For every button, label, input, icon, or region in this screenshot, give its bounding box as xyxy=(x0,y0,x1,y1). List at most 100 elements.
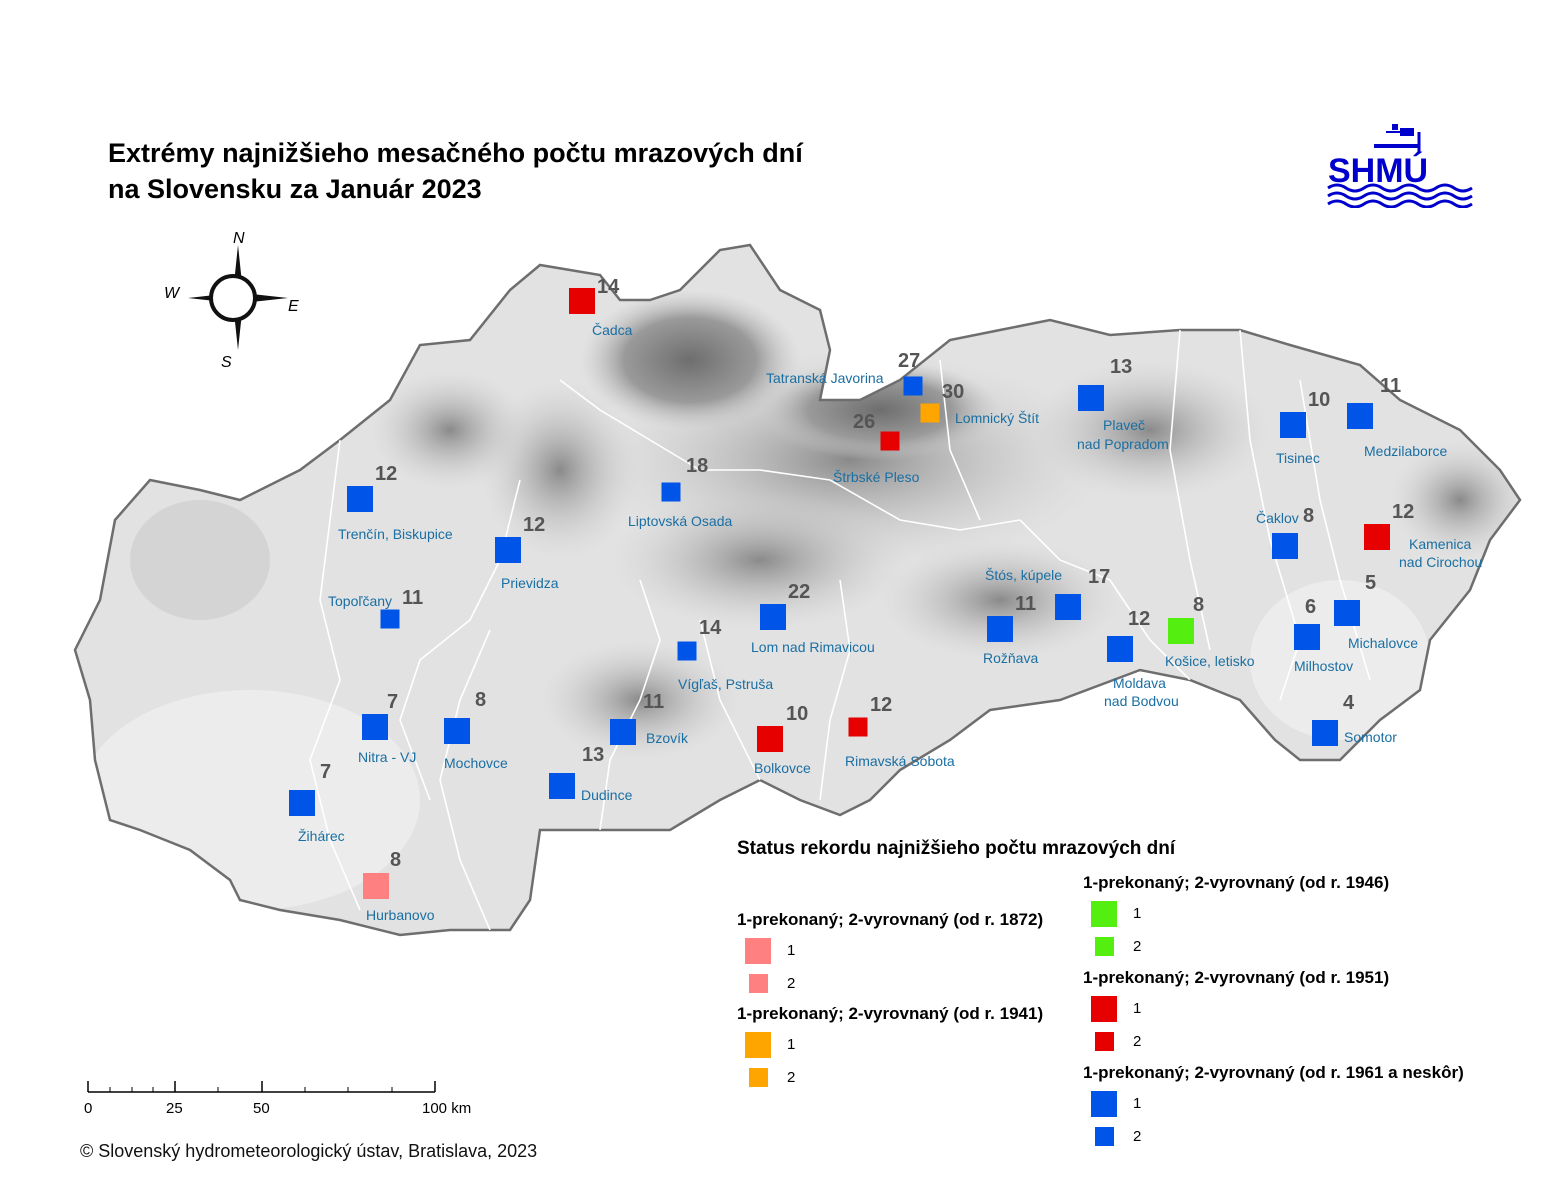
station-name-michalovce: Michalovce xyxy=(1348,635,1418,651)
legend-swatch-1951-2 xyxy=(1094,1032,1114,1051)
station-value-mochovce: 8 xyxy=(475,689,486,711)
station-marker-bolkovce xyxy=(757,726,783,752)
station-name-dudince: Dudince xyxy=(581,787,633,803)
station-marker-stos-kupele xyxy=(1055,594,1081,620)
compass-west-label: W xyxy=(164,285,181,302)
station-marker-bzovik xyxy=(610,719,636,745)
legend-row-1951-1: 1 xyxy=(1083,992,1389,1025)
scale-label-0: 0 xyxy=(84,1100,93,1117)
station-marker-somotor xyxy=(1312,720,1338,746)
scale-label-50: 50 xyxy=(253,1100,270,1117)
station-name-hurbanovo: Hurbanovo xyxy=(366,907,435,923)
station-value-roznava: 11 xyxy=(1015,593,1036,615)
station-name-moldava-nad-bodvou-1: Moldava xyxy=(1113,675,1166,691)
station-marker-liptovska-osada xyxy=(661,482,681,502)
scale-label-25: 25 xyxy=(166,1100,183,1117)
copyright: © Slovenský hydrometeorologický ústav, B… xyxy=(80,1141,538,1161)
station-value-liptovska-osada: 18 xyxy=(686,455,708,477)
station-marker-viglas-pstrusa xyxy=(677,641,697,661)
compass-south-label: S xyxy=(221,354,232,371)
legend-heading-1872: 1-prekonaný; 2-vyrovnaný (od r. 1872) xyxy=(737,910,1044,929)
legend-label-1941-1: 1 xyxy=(787,1036,796,1053)
station-name-viglas-pstrusa: Vígľaš, Pstruša xyxy=(678,676,773,692)
station-value-topolcany: 11 xyxy=(402,587,423,609)
station-name-plavec-nad-popradom-2: nad Popradom xyxy=(1077,436,1169,452)
station-marker-trencin-biskupice xyxy=(347,486,373,512)
station-name-cadca: Čadca xyxy=(592,322,633,338)
legend-label-1951-1: 1 xyxy=(1133,1000,1142,1017)
legend-label-1872-2: 2 xyxy=(787,975,796,992)
scale-label-100: 100 km xyxy=(422,1100,472,1117)
station-marker-medzilaborce xyxy=(1347,403,1373,429)
station-name-stos-kupele: Štós, kúpele xyxy=(985,567,1062,583)
map-title: Extrémy najnižšieho mesačného počtu mraz… xyxy=(108,135,803,207)
station-name-prievidza: Prievidza xyxy=(501,575,559,591)
station-name-plavec-nad-popradom-1: Plaveč xyxy=(1103,417,1145,433)
legend-swatch-1961-2 xyxy=(1094,1127,1114,1146)
station-name-nitra-vj: Nitra - VJ xyxy=(358,749,416,765)
map-title-line2: na Slovensku za Január 2023 xyxy=(108,174,482,204)
legend-row-1941-1: 1 xyxy=(737,1028,1043,1061)
station-value-kamenica-nad-cirochou: 12 xyxy=(1392,501,1414,523)
station-name-bolkovce: Bolkovce xyxy=(754,760,811,776)
legend-group-1872: 1-prekonaný; 2-vyrovnaný (od r. 1872) 1 2 xyxy=(737,910,1043,1000)
station-value-milhostov: 6 xyxy=(1305,596,1316,618)
station-value-trencin-biskupice: 12 xyxy=(375,463,397,485)
station-marker-kamenica-nad-cirochou xyxy=(1364,524,1390,550)
shmu-logo: SHMÚ xyxy=(1327,124,1473,208)
map-title-line1: Extrémy najnižšieho mesačného počtu mraz… xyxy=(108,138,803,168)
legend-row-1951-2: 2 xyxy=(1083,1025,1389,1058)
legend-swatch-1961-1 xyxy=(1091,1090,1117,1117)
legend-row-1946-1: 1 xyxy=(1083,897,1389,930)
station-name-bzovik: Bzovík xyxy=(646,730,689,746)
compass-east-label: E xyxy=(288,298,299,315)
compass-north-label: N xyxy=(233,230,245,247)
legend-group-1941: 1-prekonaný; 2-vyrovnaný (od r. 1941) 1 2 xyxy=(737,1004,1043,1094)
station-name-kamenica-nad-cirochou-1: Kamenica xyxy=(1409,536,1471,552)
station-marker-hurbanovo xyxy=(363,873,389,899)
legend-heading-1961: 1-prekonaný; 2-vyrovnaný (od r. 1961 a n… xyxy=(1083,1063,1464,1082)
station-marker-moldava-nad-bodvou xyxy=(1107,636,1133,662)
station-value-cadca: 14 xyxy=(597,276,620,298)
station-value-tisinec: 10 xyxy=(1308,389,1330,411)
legend-row-1872-2: 2 xyxy=(737,967,1043,1000)
scale-bar: 0 25 50 100 km xyxy=(80,1075,500,1125)
legend-swatch-1941-1 xyxy=(745,1031,771,1058)
station-marker-cadca xyxy=(569,288,595,314)
legend-heading-1941: 1-prekonaný; 2-vyrovnaný (od r. 1941) xyxy=(737,1004,1044,1023)
legend-label-1951-2: 2 xyxy=(1133,1033,1142,1050)
compass-rose: N E S W xyxy=(164,230,299,371)
legend-title: Status rekordu najnižšieho počtu mrazový… xyxy=(737,838,1176,859)
station-value-lomnicky-stit: 30 xyxy=(942,381,964,403)
station-value-bolkovce: 10 xyxy=(786,703,808,725)
station-value-hurbanovo: 8 xyxy=(390,849,401,871)
station-marker-milhostov xyxy=(1294,624,1320,650)
station-name-topolcany: Topoľčany xyxy=(328,593,392,609)
station-value-plavec-nad-popradom: 13 xyxy=(1110,356,1132,378)
station-marker-mochovce xyxy=(444,718,470,744)
relief-shading xyxy=(80,290,1520,910)
legend-label-1961-1: 1 xyxy=(1133,1095,1142,1112)
legend-row-1961-2: 2 xyxy=(1083,1120,1464,1153)
station-marker-plavec-nad-popradom xyxy=(1078,385,1104,411)
station-name-milhostov: Milhostov xyxy=(1294,658,1353,674)
scale-bar-line xyxy=(87,1081,436,1093)
legend-group-1946: 1-prekonaný; 2-vyrovnaný (od r. 1946) 1 2 xyxy=(1083,873,1389,963)
slovakia-border xyxy=(73,243,1522,937)
station-value-medzilaborce: 11 xyxy=(1380,375,1401,397)
station-name-liptovska-osada: Liptovská Osada xyxy=(628,513,732,529)
station-value-michalovce: 5 xyxy=(1365,572,1376,594)
station-marker-tisinec xyxy=(1280,412,1306,438)
legend-swatch-1872-2 xyxy=(748,974,768,993)
station-value-kosice-letisko: 8 xyxy=(1193,594,1204,616)
legend-label-1872-1: 1 xyxy=(787,942,796,959)
station-marker-lom-nad-rimavicou xyxy=(760,604,786,630)
station-name-medzilaborce: Medzilaborce xyxy=(1364,443,1447,459)
station-name-tisinec: Tisinec xyxy=(1276,450,1320,466)
station-value-rimavska-sobota: 12 xyxy=(870,694,892,716)
station-name-kosice-letisko: Košice, letisko xyxy=(1165,653,1255,669)
station-name-roznava: Rožňava xyxy=(983,650,1038,666)
logo-text: SHMÚ xyxy=(1328,152,1428,190)
station-marker-topolcany xyxy=(380,609,400,629)
